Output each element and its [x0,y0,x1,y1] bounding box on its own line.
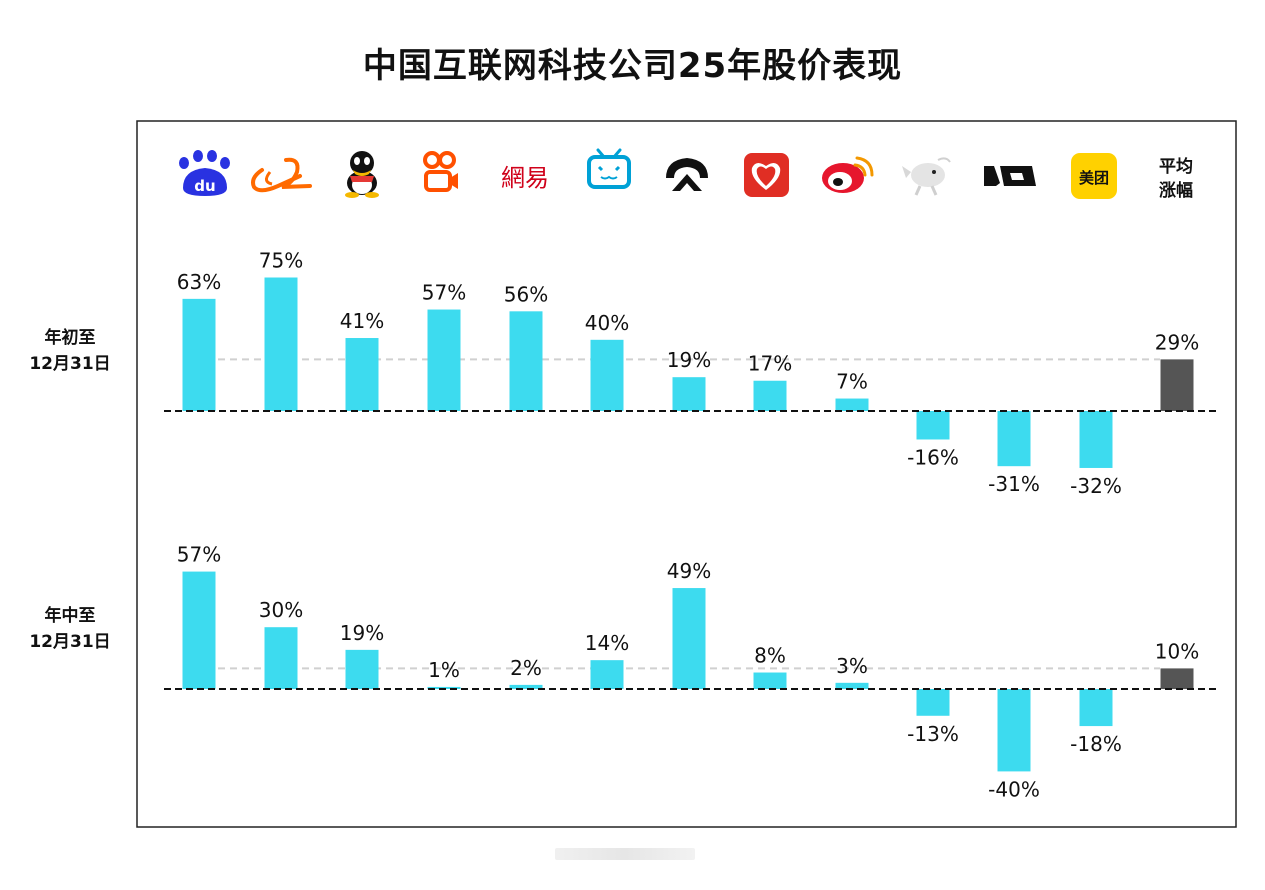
company-bar [997,689,1031,772]
company-bar [427,686,461,689]
average-header-line2: 涨幅 [1159,180,1193,201]
bar-value-label: 19% [340,621,384,645]
company-bar [916,689,950,716]
bar-value-label: 57% [422,281,466,305]
company-bar [835,682,869,689]
bilibili-logo [587,148,631,189]
company-bar [1079,689,1113,727]
company-bar [264,277,298,411]
svg-text:美团: 美团 [1079,169,1109,187]
average-header-line1: 平均 [1159,156,1193,177]
company-bar [672,588,706,689]
company-bar [835,398,869,411]
bar-value-label: 56% [504,282,548,306]
bar-value-label: 41% [340,309,384,333]
jd-logo [902,157,951,196]
bar-value-label: 63% [177,270,221,294]
bar-value-label: -13% [907,722,959,746]
bar-value-label: 7% [836,370,868,394]
bar-value-label: 3% [836,654,868,678]
company-bar [997,411,1031,467]
bar-value-label: 1% [428,658,460,682]
company-bar [182,571,216,689]
bar-value-label: -31% [988,472,1040,496]
bar-value-label: 40% [585,311,629,335]
netease-logo: 網易 [501,164,549,192]
company-bar [753,672,787,689]
meituan-logo: 美团 [1071,153,1117,199]
company-bar [1079,411,1113,468]
bar-value-label: 19% [667,348,711,372]
watermark [555,846,705,862]
bar-value-label: 30% [259,598,303,622]
company-bar [509,684,543,689]
li-auto-logo [984,166,1036,186]
svg-text:du: du [194,177,215,195]
row-label-ytd-line1: 年初至 [45,327,96,348]
company-bar [916,411,950,440]
bar-value-label: 57% [177,543,221,567]
company-bar [590,660,624,689]
bar-value-label: 17% [748,352,792,376]
company-bar [672,377,706,411]
tencent-qq-logo [345,151,379,198]
average-bar [1160,668,1194,689]
company-bar [590,339,624,411]
company-bar [264,627,298,689]
svg-text:網易: 網易 [501,164,549,192]
company-bar [753,380,787,411]
chart-frame [136,120,1237,828]
baidu-logo: du [179,150,230,196]
chart-title: 中国互联网科技公司25年股价表现 [362,46,903,86]
bar-value-label: -18% [1070,732,1122,756]
alibaba-logo [251,157,312,193]
bar-value-label: -32% [1070,474,1122,498]
bar-value-label: 49% [667,559,711,583]
bar-value-label: -40% [988,777,1040,801]
row-label-midyear-line1: 年中至 [45,605,96,626]
bar-value-label: -16% [907,445,959,469]
bar-value-label: 14% [585,631,629,655]
nio-logo [666,158,708,191]
company-bar [345,338,379,411]
row-label-midyear-line2: 12月31日 [29,632,110,652]
bars-layer: 63% 75% 41% 57% 56% 40% 19% 17% 7% -16% -31% -32% 29… [164,249,1220,801]
bar-value-label: 8% [754,644,786,668]
company-bar [427,309,461,411]
company-bar [509,311,543,411]
weibo-logo [822,156,874,193]
bar-value-label: 10% [1155,639,1199,663]
average-bar [1160,359,1194,411]
company-bar [345,649,379,689]
row-label-ytd-line2: 12月31日 [29,354,110,374]
bar-value-label: 2% [510,656,542,680]
bar-value-label: 29% [1155,330,1199,354]
company-bar [182,298,216,411]
kuaishou-logo [423,151,458,192]
bar-value-label: 75% [259,249,303,273]
pinduoduo-logo [744,153,789,197]
